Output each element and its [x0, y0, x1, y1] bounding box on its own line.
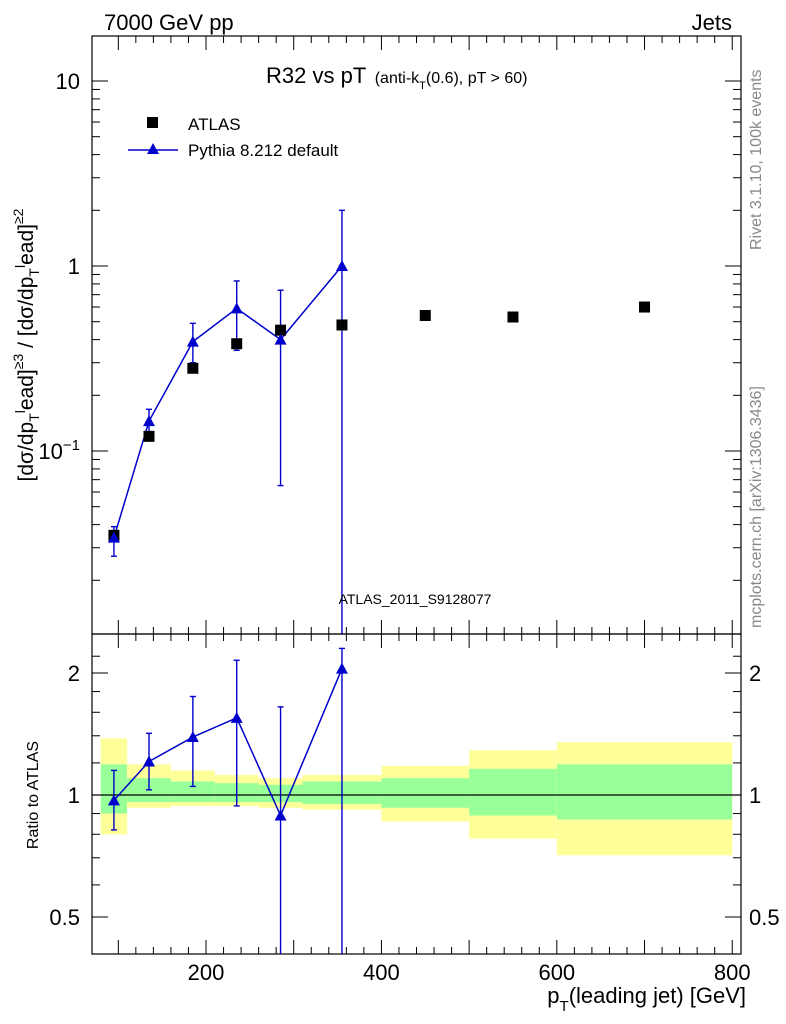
analysis-watermark: ATLAS_2011_S9128077 — [339, 591, 492, 607]
mcplots-label: mcplots.cern.ch [arXiv:1306.3436] — [748, 386, 765, 628]
atlas-data-point — [187, 362, 199, 374]
x-tick-label: 200 — [188, 960, 225, 985]
header-left: 7000 GeV pp — [104, 10, 234, 35]
ratio-series-line — [113, 668, 343, 818]
rivet-label: Rivet 3.1.10, 100k events — [748, 69, 765, 250]
legend: ATLAS Pythia 8.212 default — [128, 115, 339, 160]
legend-data-label: ATLAS — [188, 115, 241, 134]
legend-mc-label: Pythia 8.212 default — [188, 141, 339, 160]
axis-ticks: 200 400 600 800 10 1 10−1 0.5 0.5 1 1 2 2 — [38, 36, 780, 985]
ratio-data-point — [186, 731, 199, 743]
mc-data-point — [335, 260, 348, 271]
ratio-uncertainty-bands — [100, 738, 733, 856]
ratio-tick-label-left: 2 — [68, 661, 80, 686]
ratio-tick-label-left: 0.5 — [49, 905, 80, 930]
legend-mc-marker — [147, 143, 159, 154]
ratio-data-point — [107, 794, 120, 806]
x-tick-label: 600 — [538, 960, 575, 985]
ratio-band-inner — [170, 781, 215, 803]
x-axis-label: pT(leading jet) [GeV] — [547, 983, 746, 1015]
ratio-panel-series — [107, 647, 348, 954]
ratio-data-point — [274, 809, 287, 821]
x-tick-label: 800 — [714, 960, 751, 985]
y-axis-label-top: [dσ/dpTlead]≥3 / [dσ/dpTlead]≥2 — [10, 208, 42, 481]
mc-data-point — [274, 333, 287, 345]
atlas-data-point — [639, 301, 651, 313]
mc-data-point — [230, 302, 243, 314]
mc-data-point — [143, 415, 156, 427]
x-tick-label: 400 — [363, 960, 400, 985]
atlas-data-point — [275, 324, 287, 336]
y-tick-label: 10−1 — [38, 437, 80, 464]
y-axis-label-bottom: Ratio to ATLAS — [25, 741, 42, 849]
atlas-data-point — [419, 310, 431, 322]
ratio-data-point — [143, 755, 156, 767]
ratio-tick-label-right: 2 — [749, 661, 761, 686]
y-tick-label: 10 — [56, 69, 80, 94]
ratio-tick-label-left: 1 — [68, 783, 80, 808]
atlas-data-point — [231, 338, 243, 350]
atlas-data-point — [143, 430, 155, 442]
ratio-band-inner — [469, 768, 557, 816]
y-tick-label: 1 — [68, 254, 80, 279]
top-panel-series — [107, 209, 651, 634]
ratio-tick-label-right: 0.5 — [749, 905, 780, 930]
ratio-band-inner — [556, 764, 733, 820]
mc-data-point — [186, 335, 199, 347]
mc-series-line — [113, 265, 343, 538]
ratio-data-point — [230, 711, 243, 723]
mc-data-point — [107, 531, 120, 543]
legend-data-marker — [147, 117, 158, 128]
atlas-data-point — [507, 311, 519, 323]
plot-title: R32 vs pT (anti-kT(0.6), pT > 60) — [266, 63, 527, 92]
ratio-tick-label-right: 1 — [749, 783, 761, 808]
ratio-data-point — [335, 662, 348, 674]
ratio-band-inner — [381, 778, 470, 808]
atlas-data-point — [336, 319, 348, 331]
header-right: Jets — [692, 10, 732, 35]
